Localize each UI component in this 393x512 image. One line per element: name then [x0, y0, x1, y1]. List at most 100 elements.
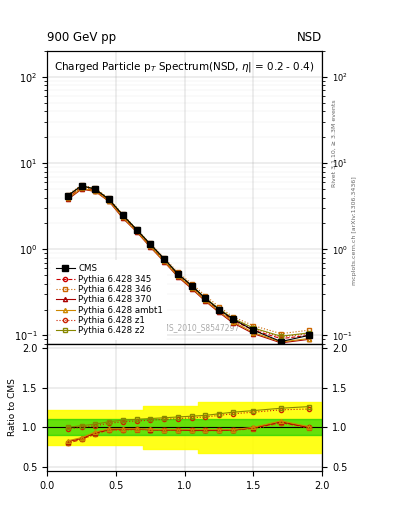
Pythia 6.428 z2 — [203, 295, 208, 301]
Pythia 6.428 346 — [176, 269, 180, 275]
Pythia 6.428 370 — [93, 188, 97, 195]
Pythia 6.428 345 — [134, 227, 139, 233]
Pythia 6.428 ambt1 — [79, 185, 84, 191]
Pythia 6.428 370 — [203, 298, 208, 304]
CMS — [189, 283, 194, 289]
Pythia 6.428 z2 — [231, 315, 235, 322]
Pythia 6.428 346 — [189, 281, 194, 287]
Pythia 6.428 345 — [65, 195, 70, 201]
Text: CMS_2010_S8547297: CMS_2010_S8547297 — [157, 323, 240, 332]
Pythia 6.428 345 — [279, 335, 283, 342]
Pythia 6.428 370 — [306, 336, 311, 343]
Pythia 6.428 z1 — [79, 184, 84, 190]
Pythia 6.428 z1 — [251, 326, 256, 332]
CMS — [79, 182, 84, 188]
Text: mcplots.cern.ch [arXiv:1306.3436]: mcplots.cern.ch [arXiv:1306.3436] — [352, 176, 357, 285]
Pythia 6.428 370 — [279, 340, 283, 346]
Pythia 6.428 345 — [231, 317, 235, 324]
Pythia 6.428 z2 — [134, 226, 139, 232]
Pythia 6.428 345 — [93, 187, 97, 194]
Pythia 6.428 z1 — [134, 227, 139, 233]
Pythia 6.428 z2 — [279, 333, 283, 339]
Pythia 6.428 ambt1 — [148, 243, 152, 249]
CMS — [279, 338, 283, 345]
Pythia 6.428 ambt1 — [176, 273, 180, 279]
Pythia 6.428 ambt1 — [279, 339, 283, 345]
Pythia 6.428 346 — [251, 323, 256, 329]
Pythia 6.428 z1 — [121, 213, 125, 219]
Pythia 6.428 ambt1 — [203, 297, 208, 304]
Pythia 6.428 345 — [176, 272, 180, 279]
Pythia 6.428 z2 — [148, 241, 152, 247]
Pythia 6.428 345 — [217, 307, 222, 313]
Pythia 6.428 345 — [251, 327, 256, 333]
Line: Pythia 6.428 ambt1: Pythia 6.428 ambt1 — [66, 186, 310, 344]
Pythia 6.428 z1 — [231, 316, 235, 322]
CMS — [306, 332, 311, 338]
Pythia 6.428 346 — [121, 211, 125, 218]
CMS — [231, 316, 235, 322]
Pythia 6.428 370 — [231, 320, 235, 326]
Pythia 6.428 345 — [107, 197, 112, 203]
Pythia 6.428 370 — [217, 309, 222, 315]
Pythia 6.428 ambt1 — [121, 215, 125, 221]
Pythia 6.428 ambt1 — [162, 258, 167, 264]
Pythia 6.428 370 — [162, 259, 167, 265]
Pythia 6.428 z1 — [306, 331, 311, 337]
Line: Pythia 6.428 z1: Pythia 6.428 z1 — [66, 185, 310, 339]
Pythia 6.428 345 — [162, 258, 167, 264]
Text: Charged Particle p$_T$ Spectrum(NSD, $\eta$| = 0.2 - 0.4): Charged Particle p$_T$ Spectrum(NSD, $\e… — [55, 60, 315, 74]
Pythia 6.428 346 — [79, 182, 84, 188]
Pythia 6.428 z2 — [79, 183, 84, 189]
Text: Rivet 3.1.10, ≥ 3.3M events: Rivet 3.1.10, ≥ 3.3M events — [332, 99, 337, 187]
Pythia 6.428 z2 — [121, 212, 125, 218]
Pythia 6.428 346 — [203, 292, 208, 298]
Pythia 6.428 346 — [217, 304, 222, 310]
Pythia 6.428 370 — [107, 198, 112, 204]
Pythia 6.428 370 — [134, 229, 139, 235]
Pythia 6.428 346 — [231, 314, 235, 320]
Pythia 6.428 346 — [107, 196, 112, 202]
Pythia 6.428 z1 — [203, 295, 208, 302]
CMS — [65, 193, 70, 199]
Pythia 6.428 ambt1 — [251, 330, 256, 336]
Y-axis label: Ratio to CMS: Ratio to CMS — [7, 378, 17, 436]
Pythia 6.428 370 — [251, 331, 256, 337]
Pythia 6.428 345 — [121, 214, 125, 220]
Legend: CMS, Pythia 6.428 345, Pythia 6.428 346, Pythia 6.428 370, Pythia 6.428 ambt1, P: CMS, Pythia 6.428 345, Pythia 6.428 346,… — [51, 260, 167, 339]
Pythia 6.428 370 — [121, 215, 125, 221]
Pythia 6.428 z1 — [217, 306, 222, 312]
Line: CMS: CMS — [65, 183, 311, 345]
Pythia 6.428 ambt1 — [231, 318, 235, 325]
Line: Pythia 6.428 z2: Pythia 6.428 z2 — [66, 184, 310, 338]
Pythia 6.428 345 — [306, 332, 311, 338]
Pythia 6.428 345 — [79, 185, 84, 191]
Pythia 6.428 346 — [65, 191, 70, 198]
Pythia 6.428 345 — [189, 285, 194, 291]
Pythia 6.428 z1 — [176, 271, 180, 277]
Line: Pythia 6.428 345: Pythia 6.428 345 — [66, 186, 310, 340]
Pythia 6.428 345 — [203, 296, 208, 303]
Pythia 6.428 z2 — [176, 271, 180, 277]
Pythia 6.428 ambt1 — [217, 308, 222, 314]
CMS — [93, 186, 97, 192]
Pythia 6.428 346 — [148, 241, 152, 247]
Pythia 6.428 370 — [189, 286, 194, 292]
Line: Pythia 6.428 346: Pythia 6.428 346 — [66, 183, 310, 336]
Text: 900 GeV pp: 900 GeV pp — [47, 31, 116, 44]
Pythia 6.428 346 — [93, 185, 97, 191]
CMS — [203, 295, 208, 302]
Pythia 6.428 370 — [148, 244, 152, 250]
Pythia 6.428 370 — [65, 197, 70, 203]
Pythia 6.428 z2 — [217, 306, 222, 312]
Pythia 6.428 370 — [176, 274, 180, 280]
Pythia 6.428 z1 — [65, 194, 70, 200]
Text: NSD: NSD — [297, 31, 322, 44]
Pythia 6.428 z2 — [107, 196, 112, 202]
Pythia 6.428 ambt1 — [134, 228, 139, 234]
Pythia 6.428 ambt1 — [189, 285, 194, 291]
CMS — [176, 271, 180, 277]
CMS — [107, 197, 112, 203]
Pythia 6.428 346 — [306, 327, 311, 333]
Pythia 6.428 370 — [79, 186, 84, 192]
